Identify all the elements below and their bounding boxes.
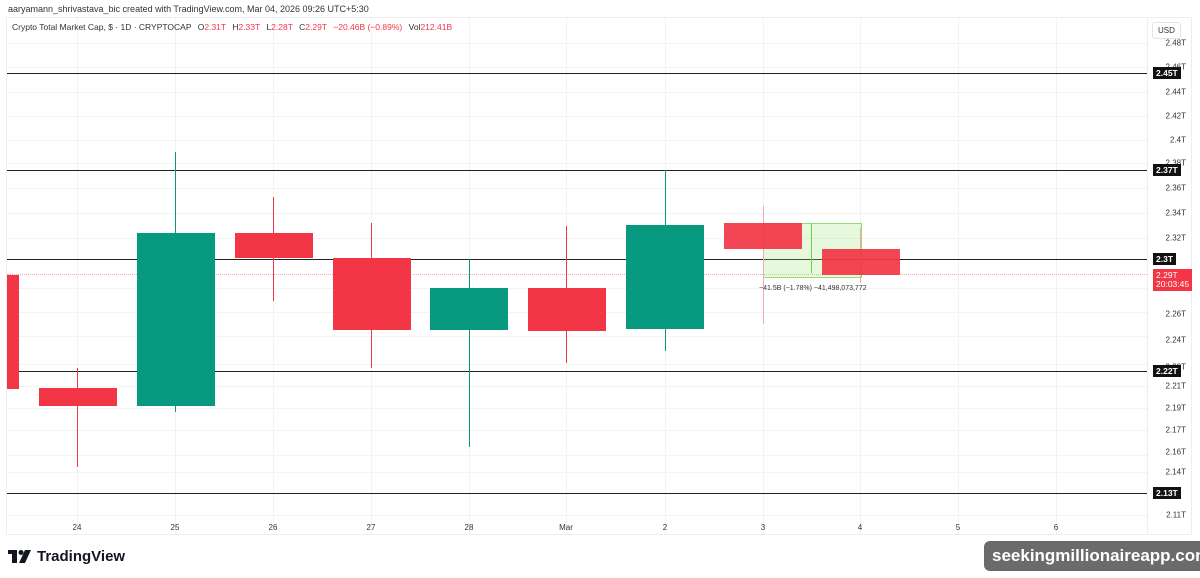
time-tick: 25: [170, 523, 180, 532]
price-tick: 2.34T: [1165, 208, 1186, 218]
price-tick: 2.16T: [1165, 447, 1186, 457]
grid-line: [7, 515, 1147, 516]
time-tick: 4: [857, 523, 863, 532]
time-tick: 24: [72, 523, 82, 532]
watermark: seekingmillionaireapp.com: [984, 541, 1200, 571]
price-tick: 2.11T: [1166, 510, 1186, 520]
currency-button[interactable]: USD: [1152, 22, 1181, 39]
price-tick: 2.36T: [1165, 183, 1186, 193]
level-line-2.37[interactable]: [7, 170, 1147, 171]
price-tick: 2.44T: [1165, 87, 1186, 97]
time-tick: 27: [366, 523, 376, 532]
candle-26[interactable]: [235, 233, 313, 258]
current-price-line: [7, 274, 1147, 275]
level-tag: 2.22T: [1153, 365, 1181, 377]
grid-line: [7, 116, 1147, 117]
candle-25[interactable]: [137, 233, 215, 406]
level-tag: 2.45T: [1153, 67, 1181, 79]
time-tick: 28: [464, 523, 474, 532]
low-value: 2.28T: [271, 22, 293, 32]
grid-line: [7, 472, 1147, 473]
grid-line: [7, 92, 1147, 93]
grid-line: [7, 163, 1147, 164]
time-axis[interactable]: 24 25 26 27 28 Mar 2 3 4 5 6: [7, 518, 1147, 534]
grid-line: [7, 140, 1147, 141]
current-price-value: 2.29T: [1156, 270, 1178, 280]
candle-27[interactable]: [333, 258, 411, 330]
price-tick: 2.4T: [1169, 135, 1186, 145]
logo-text: TradingView: [37, 548, 126, 565]
level-tag: 2.37T: [1153, 164, 1181, 176]
tradingview-logo-icon: [8, 550, 31, 563]
time-tick: 6: [1053, 523, 1059, 532]
grid-line: [7, 408, 1147, 409]
grid-line: [1056, 18, 1057, 534]
close-label: C: [299, 22, 306, 32]
candle-28[interactable]: [430, 288, 508, 330]
candle-28-wick: [469, 259, 470, 447]
grid-line: [7, 430, 1147, 431]
low-label: L: [266, 22, 272, 32]
close-value: 2.29T: [305, 22, 327, 32]
price-tick: 2.48T: [1165, 38, 1186, 48]
symbol-name: Crypto Total Market Cap, $ · 1D · CRYPTO…: [12, 22, 192, 32]
level-tag: 2.13T: [1153, 487, 1181, 499]
change-value: −20.46B (−0.89%): [333, 22, 403, 32]
grid-line: [7, 188, 1147, 189]
level-line-2.3[interactable]: [7, 259, 1147, 260]
symbol-legend[interactable]: Crypto Total Market Cap, $ · 1D · CRYPTO…: [12, 22, 452, 32]
measure-left-edge: [763, 206, 764, 324]
time-tick: 26: [268, 523, 278, 532]
candle-24-wick: [77, 368, 78, 467]
grid-line: [7, 43, 1147, 44]
high-value: 2.33T: [238, 22, 261, 32]
measure-arrow-line: [811, 223, 812, 273]
price-tick: 2.42T: [1165, 111, 1186, 121]
grid-line: [7, 238, 1147, 239]
grid-line: [7, 386, 1147, 387]
measure-label: −41.5B (−1.78%) −41,498,073,772: [759, 285, 867, 292]
grid-line: [958, 18, 959, 534]
time-tick: 3: [760, 523, 766, 532]
candle-mar1[interactable]: [528, 288, 606, 331]
open-value: 2.31T: [204, 22, 226, 32]
grid-line: [7, 213, 1147, 214]
price-tick: 2.24T: [1165, 335, 1186, 345]
volume-value: 212.41B: [420, 22, 453, 32]
price-tick: 2.14T: [1165, 467, 1186, 477]
time-tick: 5: [955, 523, 961, 532]
grid-line: [7, 455, 1147, 456]
volume-label: Vol: [408, 22, 421, 32]
chart-credit: aaryamann_shrivastava_bic created with T…: [8, 4, 369, 14]
grid-line: [77, 18, 78, 534]
tradingview-logo[interactable]: TradingView: [8, 548, 125, 565]
high-label: H: [232, 22, 239, 32]
level-line-2.13[interactable]: [7, 493, 1147, 494]
candle-3[interactable]: [724, 223, 802, 249]
chart-plot-area[interactable]: −41.5B (−1.78%) −41,498,073,772: [7, 18, 1147, 534]
price-tick: 2.32T: [1165, 233, 1186, 243]
time-tick: Mar: [559, 523, 573, 532]
grid-line: [7, 364, 1147, 365]
candle-4[interactable]: [822, 249, 900, 275]
price-tick: 2.21T: [1165, 381, 1186, 391]
candle-23[interactable]: [7, 275, 19, 389]
price-tick: 2.26T: [1165, 309, 1186, 319]
grid-line: [7, 336, 1147, 337]
level-tag: 2.3T: [1153, 253, 1177, 265]
current-price-tag: 2.29T 20:03:45: [1153, 269, 1193, 291]
level-line-2.22[interactable]: [7, 371, 1147, 372]
candle-2[interactable]: [626, 225, 704, 329]
bar-countdown: 20:03:45: [1156, 279, 1190, 289]
price-tick: 2.17T: [1165, 425, 1186, 435]
open-label: O: [197, 22, 205, 32]
price-tick: 2.38T: [1165, 158, 1186, 168]
grid-line: [7, 67, 1147, 68]
price-axis[interactable]: USD 2.48T 2.46T 2.44T 2.42T 2.4T 2.38T 2…: [1147, 18, 1193, 534]
level-line-2.45[interactable]: [7, 73, 1147, 74]
price-tick: 2.19T: [1165, 403, 1186, 413]
time-tick: 2: [662, 523, 668, 532]
candle-24[interactable]: [39, 388, 117, 406]
